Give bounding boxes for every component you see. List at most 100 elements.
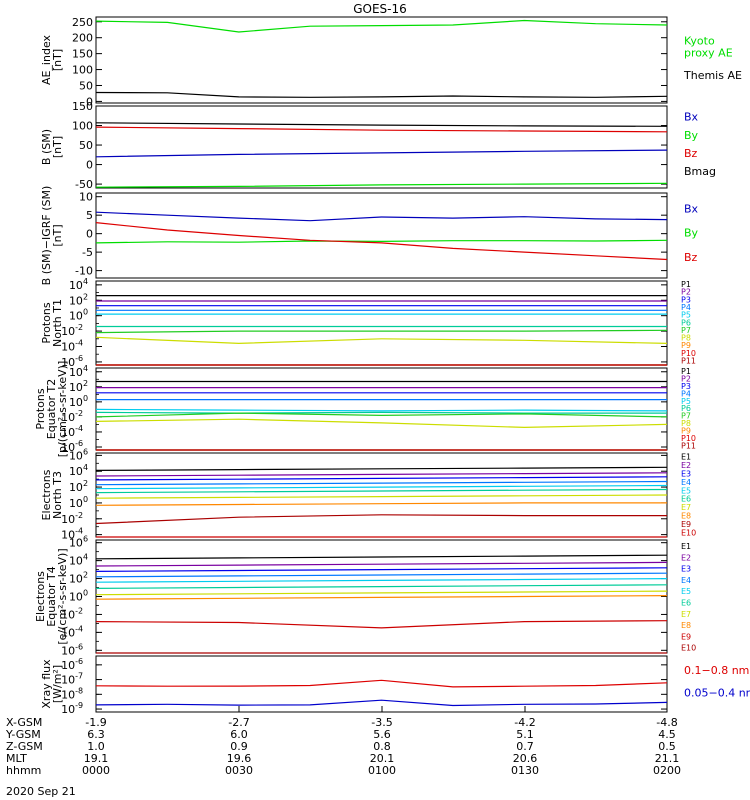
y-tick-label: 100 [72,120,93,133]
y-tick-label: 104 [69,364,88,379]
y-tick-label: -5 [82,246,93,259]
series-line-e8 [95,594,668,600]
y-tick-label: 0 [86,228,93,241]
legend-label: P5 [681,397,691,406]
series-line-e6 [95,584,668,590]
footer-value: 0100 [368,764,396,777]
series-line-p5 [95,408,668,412]
series-line-e4 [95,480,668,486]
legend-label: E2 [681,461,691,470]
footer-value: 6.0 [230,728,248,741]
series-lines [95,380,668,451]
legend-label: P7 [681,412,691,421]
series-line-e6 [95,488,668,494]
series-line-e5 [95,577,668,583]
y-tick-exponent: -4 [75,624,83,633]
legend-label: E6 [681,495,691,504]
y-ticks: 0 50 100 150 200 250 [72,16,667,108]
y-tick-label: 10-4 [61,339,83,354]
panel-2: -50 0 50 100 150 B (SM)[nT] Bx By Bz Bmag [40,100,716,191]
y-tick-label: 0 [86,159,93,172]
legend-label: Bx [684,202,699,215]
y-tick-exponent: -2 [75,511,83,520]
legend: 0.1−0.8 nm 0.05−0.4 nm [684,664,750,699]
y-axis-label-line: North T3 [51,471,64,519]
footer-value: 19.1 [84,752,109,765]
y-tick-exponent: -6 [75,354,83,363]
legend-label: P8 [681,334,691,343]
legend-label: E10 [681,528,696,537]
y-axis-label-line: North T1 [51,299,64,347]
legend: Bx By Bz Bmag [684,111,716,179]
y-tick-label: 10-8 [61,686,83,701]
legend-label: E5 [681,486,691,495]
legend-label: E1 [681,542,691,551]
legend-label: Bx [684,111,699,124]
legend-label: E9 [681,520,691,529]
y-tick-exponent: 0 [83,308,88,317]
y-tick-label: -10 [75,265,93,278]
legend-label: P4 [681,303,691,312]
panel-7: 10-610-410-2100102104106ElectronsEquator… [34,535,696,658]
y-tick-exponent: -2 [75,409,83,418]
series-line-e7 [95,494,668,499]
legend-label: E8 [681,512,691,521]
y-tick-label: 102 [69,379,88,394]
y-tick-label: 104 [69,277,88,292]
y-tick-label: 200 [72,32,93,45]
footer-value: 19.6 [227,752,252,765]
series-lines [95,554,668,654]
y-tick-label: 10 [79,191,93,204]
legend-label: 0.1−0.8 nm [684,664,749,677]
y-tick-label: 100 [72,64,93,77]
y-tick-label: 50 [79,139,93,152]
y-axis-label-line: [W/m²] [51,665,64,703]
footer-row-label: Y-GSM [5,728,41,741]
y-axis-label-line: Equator T2 [45,379,58,439]
footer-value: 5.6 [373,728,391,741]
footer-value: 0000 [82,764,110,777]
series-line-e2 [95,561,668,567]
y-tick-label: 10-9 [61,701,83,716]
y-tick-label: 10-2 [61,323,83,338]
y-axis-label-line: Protons [40,302,53,343]
series-line-e7 [95,590,668,596]
y-tick-exponent: 0 [83,394,88,403]
y-tick-exponent: 4 [83,277,88,286]
footer-value: 0.9 [230,740,248,753]
legend-label: Kyoto [684,35,715,48]
footer-value: 0130 [511,764,539,777]
date-label: 2020 Sep 21 [6,785,76,798]
footer-value: 4.5 [658,728,676,741]
series-lines [95,122,668,188]
footer-row-label: Z-GSM [6,740,43,753]
y-tick-exponent: 2 [83,479,88,488]
y-tick-label: 5 [86,209,93,222]
y-tick-label: 100 [69,308,88,323]
legend-label: Bz [684,251,698,264]
series-line-p8 [95,336,668,345]
legend-label: P3 [681,382,691,391]
panel-3: -10 -5 0 5 10 B (SM)−IGRF (SM)[nT] Bx By Bz [40,186,699,286]
y-tick-exponent: 6 [83,535,88,544]
y-tick-label: 10-7 [61,672,83,687]
y-axis-label-line: [nT] [51,49,64,71]
series-line-e8 [95,502,667,506]
footer-value: 21.1 [655,752,680,765]
legend-label: P2 [681,288,691,297]
footer-value: 20.6 [513,752,538,765]
legend-label: P11 [681,442,696,451]
legend-label: E7 [681,610,691,619]
footer-value: -3.5 [371,716,392,729]
legend-label: By [684,129,699,142]
legend-label: P2 [681,374,691,383]
legend-label: P10 [681,434,696,443]
legend-label: E10 [681,644,696,653]
